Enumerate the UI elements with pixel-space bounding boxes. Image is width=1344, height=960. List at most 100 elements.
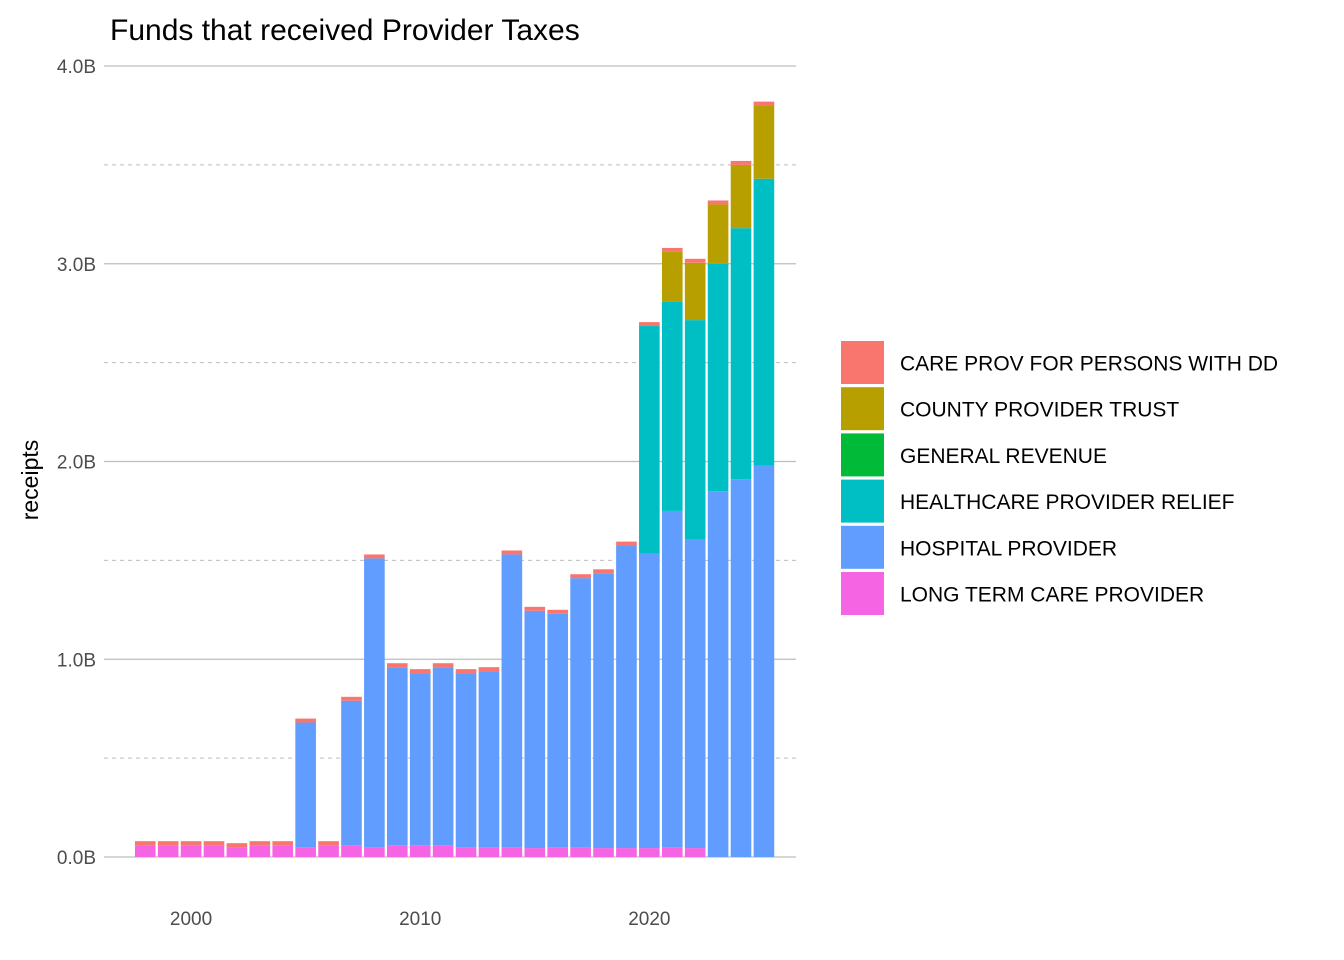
bar-segment-county-provider-trust-2025	[753, 105, 775, 179]
bar-segment-care-prov-for-persons-with-dd-2019	[616, 541, 637, 546]
bar-segment-care-prov-for-persons-with-dd-2006	[318, 841, 339, 846]
bar-segment-healthcare-provider-relief-2025	[753, 178, 775, 466]
bar-segment-long-term-care-provider-2022	[684, 848, 706, 857]
bar-segment-long-term-care-provider-2009	[386, 845, 408, 857]
bar-segment-hospital-provider-2024	[730, 479, 752, 857]
y-axis-label: receipts	[17, 440, 43, 521]
bar-segment-hospital-provider-2025	[753, 465, 775, 857]
bar-segment-county-provider-trust-2024	[730, 164, 752, 229]
bar-segment-long-term-care-provider-2016	[547, 847, 569, 857]
legend-swatch	[841, 572, 884, 615]
bar-segment-care-prov-for-persons-with-dd-2000	[180, 841, 202, 846]
bar-segment-care-prov-for-persons-with-dd-2008	[364, 554, 385, 559]
bar-segment-care-prov-for-persons-with-dd-2012	[455, 669, 477, 674]
bar-segment-care-prov-for-persons-with-dd-1998	[134, 841, 156, 846]
legend-label: COUNTY PROVIDER TRUST	[900, 399, 1179, 422]
bar-segment-long-term-care-provider-2005	[295, 847, 316, 857]
bar-segment-long-term-care-provider-2011	[432, 845, 454, 857]
y-tick-label: 4.0B	[57, 57, 96, 78]
bar-segment-hospital-provider-2013	[478, 671, 500, 848]
bar-segment-hospital-provider-2009	[386, 667, 408, 846]
legend-swatch	[841, 525, 884, 569]
bar-segment-long-term-care-provider-1999	[157, 845, 179, 857]
bar-segment-care-prov-for-persons-with-dd-2009	[386, 663, 408, 668]
bar-segment-care-prov-for-persons-with-dd-2025	[753, 101, 775, 106]
bar-segment-care-prov-for-persons-with-dd-2013	[478, 667, 500, 672]
bar-segment-care-prov-for-persons-with-dd-2010	[409, 669, 431, 674]
bar-segment-long-term-care-provider-2003	[249, 845, 271, 857]
y-tick-label: 2.0B	[57, 453, 96, 474]
bar-segment-care-prov-for-persons-with-dd-2024	[730, 160, 752, 165]
bar-segment-county-provider-trust-2023	[707, 204, 729, 264]
bar-segment-care-prov-for-persons-with-dd-2018	[593, 569, 614, 574]
bar-segment-healthcare-provider-relief-2022	[684, 320, 706, 540]
bar-segment-care-prov-for-persons-with-dd-2005	[295, 718, 316, 723]
legend-swatch	[841, 479, 884, 523]
bar-segment-hospital-provider-2016	[547, 613, 569, 848]
bar-segment-hospital-provider-2019	[616, 545, 637, 849]
legend: CARE PROV FOR PERSONS WITH DD COUNTY PROV…	[841, 341, 1278, 615]
x-tick-label: 2000	[170, 909, 212, 930]
bar-segment-hospital-provider-2012	[455, 673, 477, 848]
bar-segment-long-term-care-provider-2001	[203, 845, 225, 857]
bar-segment-care-prov-for-persons-with-dd-2011	[432, 663, 454, 668]
legend-swatch	[841, 387, 884, 431]
y-tick-label: 1.0B	[57, 650, 96, 671]
legend-label: GENERAL REVENUE	[900, 445, 1107, 468]
bar-segment-hospital-provider-2020	[639, 553, 660, 849]
y-tick-label: 3.0B	[57, 255, 96, 276]
bar-segment-long-term-care-provider-2007	[341, 845, 362, 857]
bar-segment-long-term-care-provider-2000	[180, 845, 202, 857]
bar-segment-long-term-care-provider-2021	[661, 847, 683, 857]
bar-segment-county-provider-trust-2021	[661, 251, 683, 302]
bar-segment-hospital-provider-2010	[409, 673, 431, 846]
bar-segment-care-prov-for-persons-with-dd-1999	[157, 841, 179, 846]
bar-segment-hospital-provider-2011	[432, 667, 454, 846]
bar-segment-care-prov-for-persons-with-dd-2017	[570, 574, 591, 579]
bar-segment-hospital-provider-2014	[501, 554, 523, 848]
legend-swatch	[841, 433, 884, 477]
bar-segment-care-prov-for-persons-with-dd-2007	[341, 696, 362, 701]
bar-segment-long-term-care-provider-1998	[134, 845, 156, 857]
bar-segment-long-term-care-provider-2012	[455, 847, 477, 857]
bar-segment-hospital-provider-2017	[570, 578, 591, 848]
bar-segment-healthcare-provider-relief-2023	[707, 263, 729, 492]
legend-label: HOSPITAL PROVIDER	[900, 537, 1117, 560]
bar-segment-long-term-care-provider-2010	[409, 845, 431, 857]
bar-segment-care-prov-for-persons-with-dd-2004	[272, 841, 294, 846]
legend-swatch	[841, 341, 884, 384]
bar-segment-care-prov-for-persons-with-dd-2020	[639, 322, 660, 327]
bar-segment-hospital-provider-2021	[661, 510, 683, 848]
bar-segment-long-term-care-provider-2002	[226, 847, 248, 857]
legend-label: LONG TERM CARE PROVIDER	[900, 584, 1204, 607]
bar-segment-care-prov-for-persons-with-dd-2002	[226, 843, 248, 848]
bar-segment-hospital-provider-2005	[295, 722, 316, 848]
x-tick-label: 2010	[399, 909, 441, 930]
bar-segment-long-term-care-provider-2020	[639, 848, 660, 857]
legend-label: HEALTHCARE PROVIDER RELIEF	[900, 491, 1235, 514]
bar-segment-long-term-care-provider-2006	[318, 845, 339, 857]
bar-segment-care-prov-for-persons-with-dd-2016	[547, 609, 569, 614]
bar-segment-long-term-care-provider-2017	[570, 847, 591, 857]
bar-segment-care-prov-for-persons-with-dd-2023	[707, 200, 729, 205]
bar-segment-care-prov-for-persons-with-dd-2021	[661, 247, 683, 252]
bar-segment-healthcare-provider-relief-2021	[661, 301, 683, 511]
bar-segment-hospital-provider-2023	[707, 491, 729, 857]
bar-segment-county-provider-trust-2022	[684, 262, 706, 321]
bar-segment-care-prov-for-persons-with-dd-2001	[203, 841, 225, 846]
bar-segment-long-term-care-provider-2015	[524, 848, 546, 857]
bars	[134, 101, 775, 857]
bar-segment-long-term-care-provider-2019	[616, 848, 637, 857]
bar-segment-healthcare-provider-relief-2020	[639, 326, 660, 554]
chart-title: Funds that received Provider Taxes	[110, 14, 580, 47]
bar-segment-long-term-care-provider-2004	[272, 845, 294, 857]
bar-segment-long-term-care-provider-2013	[478, 847, 500, 857]
bar-segment-long-term-care-provider-2008	[364, 847, 385, 857]
bar-segment-care-prov-for-persons-with-dd-2022	[684, 258, 706, 263]
bar-segment-care-prov-for-persons-with-dd-2015	[524, 606, 546, 611]
bar-segment-healthcare-provider-relief-2024	[730, 228, 752, 480]
bar-segment-long-term-care-provider-2014	[501, 847, 523, 857]
x-axis-ticks: 2000 2010 2020	[170, 909, 671, 930]
bar-segment-care-prov-for-persons-with-dd-2014	[501, 550, 523, 555]
